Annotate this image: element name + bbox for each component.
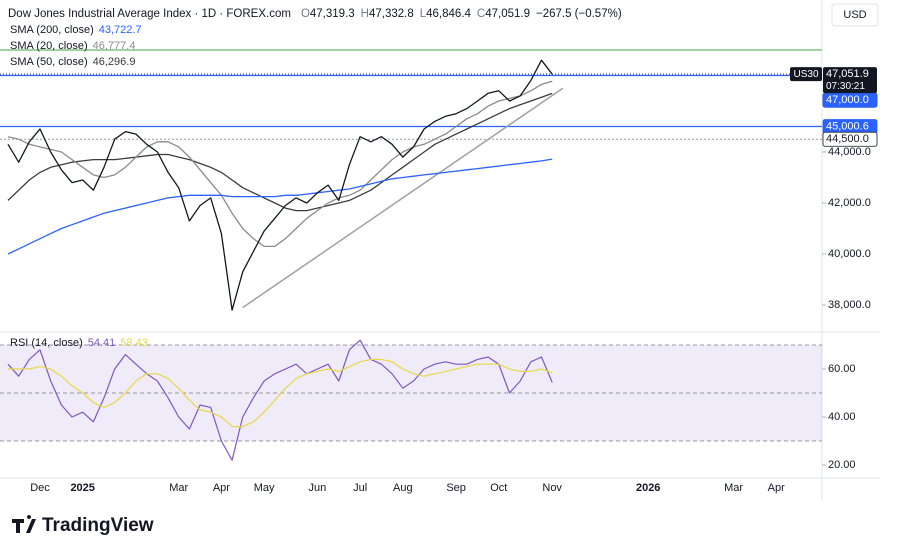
indicator-legend: SMA (20, close) 46,777.4 xyxy=(10,40,135,52)
level-label-box xyxy=(822,131,878,147)
ohlc-prefix: H xyxy=(361,8,369,20)
indicator-name: SMA (20, close) xyxy=(10,40,88,52)
sma-line xyxy=(7,80,553,248)
x-tick-label: Aug xyxy=(393,482,413,494)
trendline xyxy=(242,87,564,309)
ohlc-value: 47,319.3 xyxy=(310,8,355,20)
rsi-band xyxy=(0,345,822,442)
rsi-line xyxy=(8,358,553,428)
indicator-value: 43,722.7 xyxy=(99,24,142,36)
currency: USD xyxy=(843,9,866,21)
change: −267.5 (−0.57%) xyxy=(536,8,622,20)
ohlc-prefix: O xyxy=(301,8,310,20)
y-tick-label: 42,000.0 xyxy=(828,197,871,209)
symbol-tag-box xyxy=(790,67,822,82)
title: Dow Jones Industrial Average Index · 1D … xyxy=(8,8,291,20)
ohlc-prefix: L xyxy=(420,8,427,20)
x-tick-label: Mar xyxy=(724,482,743,494)
logo-icon xyxy=(12,515,36,533)
ohlc-prefix: C xyxy=(477,8,485,20)
price-tag-label: 47,051.9 xyxy=(826,68,869,80)
rsi-tick-label: 60.00 xyxy=(828,363,856,375)
x-tick-label: May xyxy=(254,482,275,494)
price-line-series xyxy=(7,59,553,311)
rsi-value: 54.41 xyxy=(88,337,116,349)
level-label: 47,000.0 xyxy=(826,94,869,106)
x-tick-label: Nov xyxy=(542,482,562,494)
brand: TradingView xyxy=(42,515,154,536)
y-tick-label: 38,000.0 xyxy=(828,299,871,311)
level-label: 45,000.6 xyxy=(826,120,869,132)
x-tick-label: Apr xyxy=(213,482,230,494)
x-tick-label: Sep xyxy=(446,482,466,494)
rsi-value: 58.43 xyxy=(120,337,148,349)
y-tick-label: 44,000.0 xyxy=(828,146,871,158)
level-label: 44,500.0 xyxy=(826,133,869,145)
symbol-tag: US30 xyxy=(793,69,818,80)
indicator-value: 46,777.4 xyxy=(93,40,136,52)
indicator-legend: SMA (50, close) 46,296.9 xyxy=(10,56,135,68)
x-tick-label: Mar xyxy=(169,482,188,494)
x-tick-label: 2026 xyxy=(636,482,660,494)
indicator-name: SMA (50, close) xyxy=(10,56,88,68)
x-tick-label: Apr xyxy=(768,482,785,494)
y-tick-label: 40,000.0 xyxy=(828,248,871,260)
x-tick-label: Jun xyxy=(309,482,327,494)
x-tick-label: 2025 xyxy=(70,482,94,494)
rsi-tick-label: 40.00 xyxy=(828,411,856,423)
ohlc-value: 47,332.8 xyxy=(369,8,414,20)
x-tick-label: Oct xyxy=(490,482,507,494)
rsi-title: RSI (14, close) xyxy=(10,337,83,349)
rsi-tick-label: 20.00 xyxy=(828,459,856,471)
header: Dow Jones Industrial Average Index · 1D … xyxy=(8,8,622,20)
indicator-name: SMA (200, close) xyxy=(10,24,94,36)
x-tick-label: Jul xyxy=(353,482,367,494)
sma-line xyxy=(7,92,553,212)
currency-box[interactable] xyxy=(831,3,879,27)
sma-line xyxy=(7,158,553,255)
rsi-line xyxy=(7,339,553,461)
countdown: 07:30:21 xyxy=(826,81,865,92)
price-tag-box xyxy=(823,67,877,94)
x-tick-label: Dec xyxy=(30,482,50,494)
ohlc-value: 47,051.9 xyxy=(485,8,530,20)
rsi-legend: RSI (14, close) 54.41 58.43 xyxy=(10,337,148,349)
ohlc-value: 46,846.4 xyxy=(426,8,471,20)
indicator-legend: SMA (200, close) 43,722.7 xyxy=(10,24,142,36)
indicator-value: 46,296.9 xyxy=(93,56,136,68)
brand-logo: TradingView xyxy=(12,515,154,536)
